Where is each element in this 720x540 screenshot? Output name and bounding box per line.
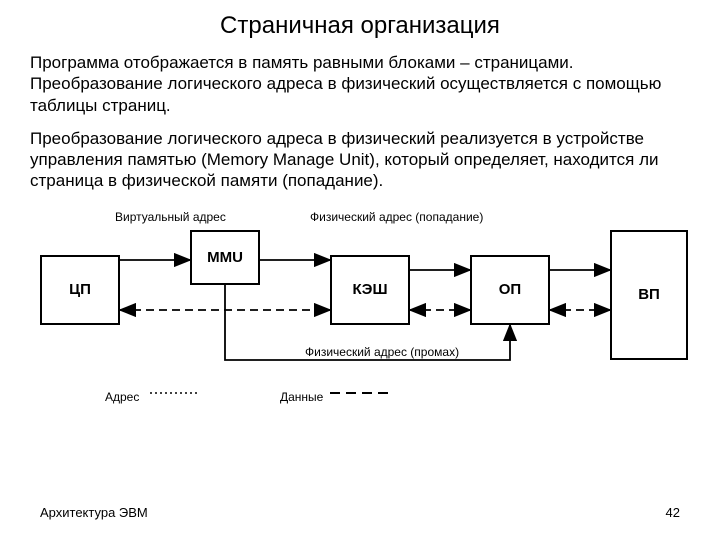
diagram-label-2: Физический адрес (промах) — [305, 345, 459, 359]
node-cpu: ЦП — [40, 255, 120, 325]
page-title: Страничная организация — [0, 0, 720, 48]
mmu-diagram: ЦП MMU КЭШ ОП ВП Виртуальный адрес Физический… — [30, 200, 690, 430]
node-cache: КЭШ — [330, 255, 410, 325]
paragraph-1: Программа отображается в память равными … — [0, 48, 720, 124]
node-mmu: MMU — [190, 230, 260, 285]
diagram-label-1: Физический адрес (попадание) — [310, 210, 483, 224]
node-ram: ОП — [470, 255, 550, 325]
paragraph-2: Преобразование логического адреса в физи… — [0, 124, 720, 200]
page-number: 42 — [666, 505, 680, 520]
diagram-label-0: Виртуальный адрес — [115, 210, 226, 224]
diagram-label-3: Адрес — [105, 390, 139, 404]
footer-text: Архитектура ЭВМ — [40, 505, 148, 520]
node-ext: ВП — [610, 230, 688, 360]
diagram-label-4: Данные — [280, 390, 323, 404]
